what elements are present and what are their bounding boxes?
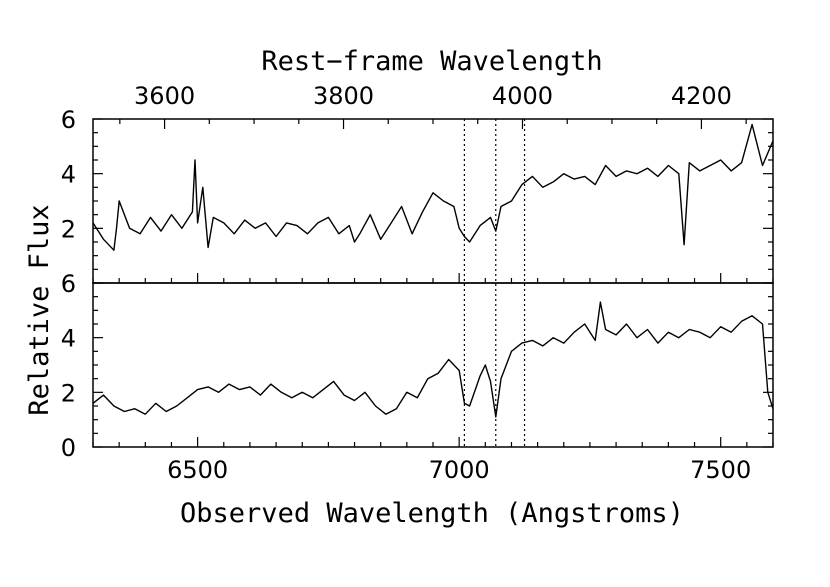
top-spectrum-line [92, 123, 774, 251]
tick-labels: 3600 3800 4000 4200 6500 7000 7500 6 4 2 6 4 2 0 [61, 82, 752, 484]
top-axis-tick-label: 4000 [492, 82, 553, 110]
top-axis-tick-label: 4200 [671, 82, 732, 110]
top-panel-y-tick-label: 4 [61, 161, 76, 189]
bottom-axis-tick-label: 7000 [429, 456, 490, 484]
top-panel-frame [92, 118, 774, 284]
axis-ticks [92, 118, 774, 448]
top-panel-y-tick-label: 6 [61, 106, 76, 134]
bottom-panel-y-tick-label: 6 [61, 270, 76, 298]
bottom-panel-frame [92, 282, 774, 448]
bottom-spectrum-line [92, 301, 774, 418]
top-panel-y-tick-label: 2 [61, 215, 76, 243]
top-axis-tick-label: 3800 [313, 82, 374, 110]
bottom-panel-y-tick-label: 2 [61, 379, 76, 407]
bottom-axis-tick-label: 6500 [167, 456, 228, 484]
top-axis-title: Rest−frame Wavelength [261, 46, 602, 77]
bottom-panel-y-tick-label: 0 [61, 434, 76, 462]
spectra [92, 123, 774, 418]
y-axis-title: Relative Flux [24, 204, 55, 415]
bottom-axis-title: Observed Wavelength (Angstroms) [180, 498, 684, 529]
top-axis-tick-label: 3600 [134, 82, 195, 110]
bottom-panel-y-tick-label: 4 [61, 325, 76, 353]
bottom-axis-tick-label: 7500 [690, 456, 751, 484]
